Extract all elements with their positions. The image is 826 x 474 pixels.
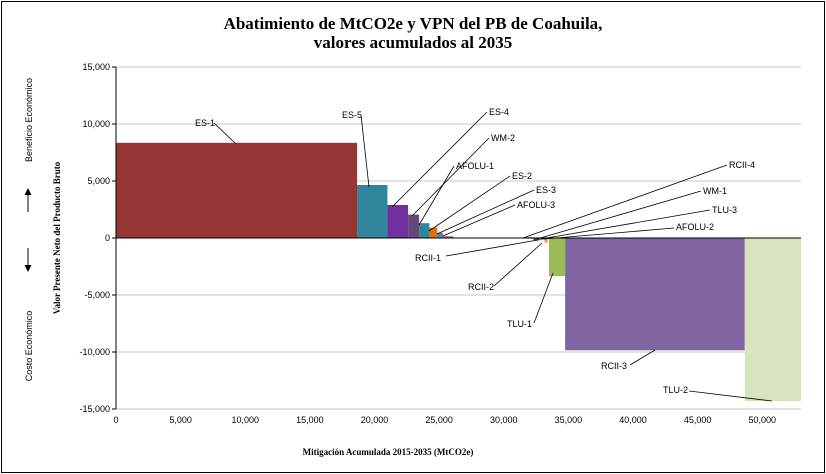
leader-line-wm-1 <box>536 190 702 240</box>
y-axis-title: Valor Presente Neto del Producto Bruto <box>52 161 62 314</box>
axes-group <box>115 67 801 409</box>
y-tick-label: -15,000 <box>79 404 110 414</box>
leader-line-tlu-3 <box>540 209 711 240</box>
leader-line-rcii-1 <box>445 239 539 257</box>
x-tick-label: 40,000 <box>619 415 647 425</box>
x-tick-label: 15,000 <box>296 415 324 425</box>
x-tick-label: 45,000 <box>684 415 712 425</box>
x-tick-label: 35,000 <box>555 415 583 425</box>
leader-line-rcii-4 <box>522 164 728 239</box>
bar-rcii-1 <box>533 238 540 241</box>
leaders-group <box>213 111 773 402</box>
data-label-afolu-1: AFOLU-1 <box>456 161 494 171</box>
bar-es-3 <box>437 232 443 238</box>
labels-group: ES-1 ES-5 ES-4 WM-2 AFOLU-1 ES-2 ES-3 AFOLU-3 RC… <box>195 107 755 395</box>
data-label-es-5: ES-5 <box>342 110 362 120</box>
x-tick-label: 20,000 <box>361 415 389 425</box>
data-label-es-1: ES-1 <box>195 118 215 128</box>
bars-group <box>116 142 801 402</box>
data-label-wm-2: WM-2 <box>491 133 515 143</box>
x-tick-label: 0 <box>113 415 118 425</box>
x-tick-label: 10,000 <box>231 415 259 425</box>
data-label-rcii-4: RCII-4 <box>729 160 755 170</box>
data-label-rcii-3: RCII-3 <box>601 361 627 371</box>
leader-line-wm-2 <box>411 137 490 217</box>
bar-tlu-1 <box>548 238 566 277</box>
data-label-rcii-2: RCII-2 <box>468 282 494 292</box>
data-label-es-2: ES-2 <box>512 171 532 181</box>
leader-line-afolu-1 <box>418 165 455 226</box>
leader-line-afolu-3 <box>442 204 516 237</box>
y-tick-label: 15,000 <box>82 62 110 72</box>
side-label-benefit: Beneficio Económico <box>24 78 34 162</box>
bar-rcii-2 <box>544 238 548 243</box>
bar-rcii-3 <box>565 238 745 351</box>
leader-line-es-1 <box>213 122 237 145</box>
y-tick-label: 5,000 <box>87 176 110 186</box>
bar-es-4 <box>387 204 409 238</box>
leader-line-es-4 <box>391 111 488 208</box>
data-label-es-4: ES-4 <box>489 107 509 117</box>
bar-wm-2 <box>408 214 420 238</box>
data-label-tlu-3: TLU-3 <box>712 205 737 215</box>
bar-afolu-3 <box>442 236 454 238</box>
x-tick-label: 5,000 <box>169 415 192 425</box>
leader-line-es-2 <box>428 175 511 232</box>
x-tick-label: 25,000 <box>425 415 453 425</box>
leader-line-tlu-2 <box>688 390 773 402</box>
chart-title-line1: Abatimiento de MtCO2e y VPN del PB de Co… <box>223 14 603 33</box>
data-label-afolu-2: AFOLU-2 <box>676 222 714 232</box>
leader-line-rcii-3 <box>629 349 656 366</box>
leader-line-es-3 <box>436 189 535 235</box>
side-label-cost: Costo Económico <box>24 311 34 382</box>
data-label-tlu-2: TLU-2 <box>663 385 688 395</box>
leader-line-tlu-1 <box>533 272 554 324</box>
y-tick-label: 10,000 <box>82 119 110 129</box>
bar-tlu-2 <box>744 238 801 402</box>
x-tick-label: 30,000 <box>490 415 518 425</box>
arrow-down-icon <box>24 248 32 272</box>
data-label-afolu-3: AFOLU-3 <box>517 200 555 210</box>
x-axis-title: Mitigación Acumulada 2015-2035 (MtCO2e) <box>303 447 474 457</box>
leader-line-rcii-2 <box>493 242 543 287</box>
y-tick-label: -5,000 <box>84 290 110 300</box>
data-label-rcii-1: RCII-1 <box>415 253 441 263</box>
y-tick-label: -10,000 <box>79 347 110 357</box>
data-label-es-3: ES-3 <box>536 185 556 195</box>
data-label-wm-1: WM-1 <box>703 186 727 196</box>
bar-es-5 <box>357 184 388 238</box>
bar-es-1 <box>116 142 358 238</box>
leader-line-afolu-2 <box>543 227 675 240</box>
bar-es-2 <box>429 227 438 238</box>
y-tick-label: 0 <box>105 233 110 243</box>
x-tick-label: 50,000 <box>748 415 776 425</box>
bar-afolu-1 <box>419 223 430 238</box>
chart-title-line2: valores acumulados al 2035 <box>313 33 513 52</box>
leader-line-es-5 <box>360 114 370 188</box>
arrow-up-icon <box>24 188 32 212</box>
data-label-tlu-1: TLU-1 <box>507 319 532 329</box>
